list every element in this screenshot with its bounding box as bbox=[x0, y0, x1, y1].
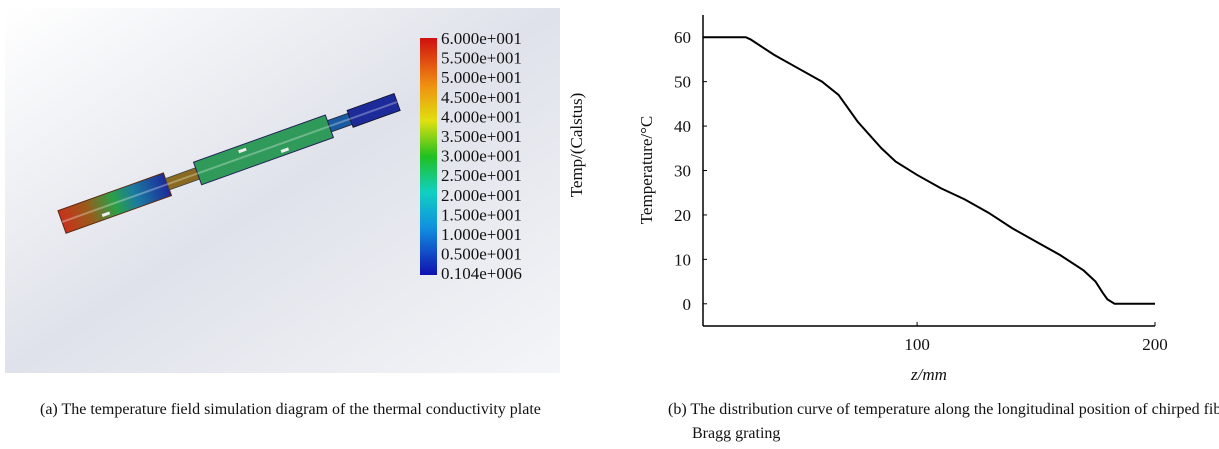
y-tick-label: 0 bbox=[683, 295, 692, 314]
figure: Temp/(Calstus) 6.000e+0015.500e+0015.000… bbox=[0, 0, 1219, 449]
y-axis-label: Temperature/°C bbox=[637, 116, 656, 225]
colorbar-label: 4.500e+001 bbox=[441, 88, 522, 107]
colorbar-label: 1.500e+001 bbox=[441, 205, 522, 224]
colorbar-label: 0.104e+006 bbox=[441, 264, 522, 283]
y-tick-label: 20 bbox=[674, 206, 691, 225]
y-tick-label: 50 bbox=[674, 73, 691, 92]
x-tick-label: 200 bbox=[1142, 335, 1168, 354]
colorbar-label: 3.500e+001 bbox=[441, 127, 522, 146]
line-series bbox=[703, 37, 1155, 304]
y-tick-label: 40 bbox=[674, 117, 691, 136]
colorbar-title: Temp/(Calstus) bbox=[567, 93, 586, 198]
figure-canvas: Temp/(Calstus) 6.000e+0015.500e+0015.000… bbox=[0, 0, 1219, 449]
colorbar-label: 0.500e+001 bbox=[441, 245, 522, 264]
caption-b: (b) The distribution curve of temperatur… bbox=[668, 398, 1219, 446]
y-tick-label: 60 bbox=[674, 28, 691, 47]
colorbar-label: 2.500e+001 bbox=[441, 166, 522, 185]
x-axis-label: z/mm bbox=[910, 365, 947, 384]
colorbar-label: 5.500e+001 bbox=[441, 49, 522, 68]
y-tick-label: 30 bbox=[674, 162, 691, 181]
colorbar-label: 6.000e+001 bbox=[441, 29, 522, 48]
colorbar-label: 2.000e+001 bbox=[441, 186, 522, 205]
colorbar-label: 5.000e+001 bbox=[441, 68, 522, 87]
y-tick-label: 10 bbox=[674, 250, 691, 269]
colorbar bbox=[420, 38, 437, 275]
caption-a: (a) The temperature field simulation dia… bbox=[40, 398, 604, 422]
x-tick-label: 100 bbox=[904, 335, 930, 354]
colorbar-label: 4.000e+001 bbox=[441, 107, 522, 126]
colorbar-label: 1.000e+001 bbox=[441, 225, 522, 244]
colorbar-label: 3.000e+001 bbox=[441, 147, 522, 166]
